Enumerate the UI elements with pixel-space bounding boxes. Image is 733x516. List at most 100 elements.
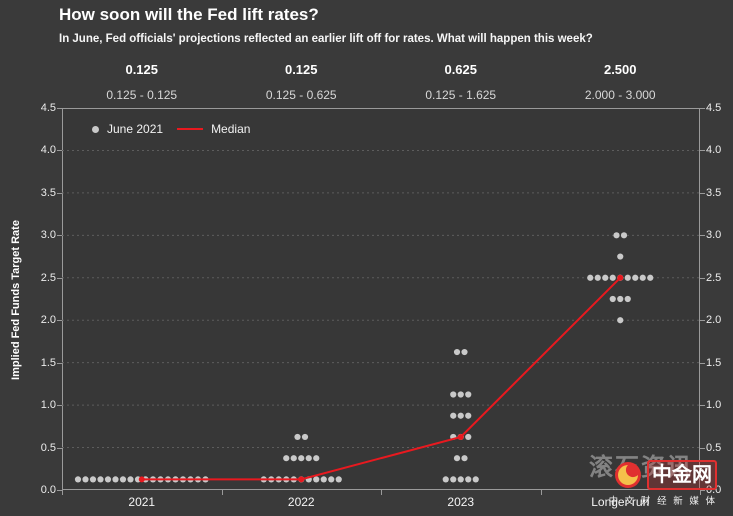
projection-dot (620, 232, 628, 239)
y-tick-label-right: 2.0 (706, 314, 722, 327)
stat-col-longer-run: 2.500 2.000 - 3.000 (541, 62, 701, 102)
projection-dot (594, 274, 601, 281)
y-tick-label-left: 2.0 (40, 314, 56, 327)
projection-dot (104, 476, 112, 483)
watermark-brand: 中金网 (647, 460, 717, 490)
projection-dot (305, 455, 312, 462)
y-tick-label-left: 3.5 (40, 186, 56, 199)
projection-dot (442, 476, 449, 483)
y-tick-mark-left (57, 235, 62, 237)
projection-dot (89, 476, 97, 483)
median-dot (138, 476, 145, 483)
median-value-2021: 0.125 (125, 62, 159, 77)
watermark-tagline: 中 文 财 经 新 媒 体 (608, 496, 717, 507)
stat-col-2021: 0.125 0.125 - 0.125 (62, 62, 222, 102)
projection-dot (609, 295, 616, 303)
x-tick-mark (381, 490, 382, 495)
projection-dot (453, 455, 461, 462)
projection-dot (609, 274, 616, 281)
y-tick-label-right: 1.0 (706, 399, 722, 412)
y-tick-mark-right (700, 108, 705, 109)
y-tick-mark-left (57, 490, 62, 491)
projection-dot (465, 412, 472, 419)
projection-dot (647, 274, 654, 281)
stat-col-2023: 0.625 0.125 - 1.625 (381, 62, 541, 102)
projection-dot (602, 274, 609, 281)
projection-dot (320, 476, 327, 483)
projection-dot (82, 476, 89, 483)
projection-dot (632, 274, 639, 281)
y-tick-mark-right (700, 235, 705, 237)
x-tick-label: 2023 (447, 495, 475, 509)
stat-col-2022: 0.125 0.125 - 0.625 (222, 62, 382, 102)
x-tick-mark (62, 490, 63, 495)
y-tick-mark-right (700, 490, 705, 491)
projection-dot (617, 317, 624, 324)
projection-dot (457, 476, 464, 483)
projection-dot (465, 433, 472, 441)
projection-dot (457, 412, 464, 419)
y-tick-label-left: 1.5 (40, 356, 56, 369)
y-tick-mark-right (700, 362, 705, 364)
projection-dot (472, 476, 479, 483)
y-tick-mark-right (700, 447, 705, 449)
projection-dot (74, 476, 82, 483)
x-tick-mark (540, 490, 542, 495)
projection-dot (290, 455, 297, 462)
x-tick-label: 2021 (128, 495, 156, 509)
y-tick-label-left: 4.0 (40, 144, 56, 157)
y-tick-label-left: 4.5 (40, 102, 56, 114)
projection-dot (624, 274, 631, 281)
projection-dot (457, 391, 464, 398)
y-tick-label-left: 1.0 (40, 399, 56, 412)
range-value-longer-run: 2.000 - 3.000 (584, 88, 656, 102)
plot-area (62, 108, 700, 490)
projection-dot (298, 455, 305, 462)
projection-dot (639, 274, 646, 281)
projection-dot (450, 476, 457, 483)
y-tick-label-right: 3.5 (706, 186, 722, 199)
projection-dot (97, 476, 104, 483)
y-tick-label-right: 4.5 (706, 102, 722, 114)
y-tick-label-right: 0.5 (706, 441, 722, 454)
y-tick-label-left: 0.0 (40, 484, 56, 496)
projection-dot (112, 476, 119, 483)
y-tick-mark-left (57, 192, 62, 194)
projection-dot (465, 476, 472, 483)
projection-dot (587, 274, 594, 281)
legend-item-june-2021: June 2021 (92, 122, 163, 136)
median-dot (617, 274, 624, 281)
projection-dot (313, 455, 320, 462)
range-value-2022: 0.125 - 0.625 (265, 88, 337, 102)
projection-dot (617, 295, 624, 303)
x-tick-label: 2022 (287, 495, 315, 509)
projection-dot (450, 391, 457, 398)
median-value-longer-run: 2.500 (603, 62, 637, 77)
projection-dot (313, 476, 320, 483)
median-dot (457, 433, 464, 440)
y-tick-mark-right (700, 405, 705, 407)
y-tick-label-left: 0.5 (40, 441, 56, 454)
legend-dots-label: June 2021 (107, 122, 164, 136)
header-stats: 0.125 0.125 - 0.125 0.125 0.125 - 0.625 … (62, 62, 700, 102)
y-tick-label-right: 3.0 (706, 229, 722, 242)
page-subtitle: In June, Fed officials' projections refl… (59, 33, 593, 45)
median-value-2022: 0.125 (284, 62, 318, 77)
legend-median-label: Median (211, 122, 251, 136)
y-tick-mark-right (700, 320, 705, 322)
range-value-2023: 0.125 - 1.625 (425, 88, 497, 102)
cngold-logo-icon (615, 462, 641, 488)
y-tick-label-left: 3.0 (40, 229, 56, 242)
legend-dot-icon (92, 125, 99, 133)
median-line (141, 277, 621, 481)
y-tick-label-right: 0.0 (706, 484, 722, 496)
projection-dot (617, 253, 624, 260)
x-tick-mark (221, 490, 223, 495)
y-tick-label-right: 4.0 (706, 144, 722, 157)
y-tick-label-left: 2.5 (40, 271, 56, 284)
watermark: 滚石资讯 中金网 中 文 财 经 新 媒 体 (557, 442, 727, 512)
projection-dot (301, 433, 309, 441)
dot-plot-chart (62, 108, 700, 490)
legend-item-median: Median (177, 122, 250, 136)
